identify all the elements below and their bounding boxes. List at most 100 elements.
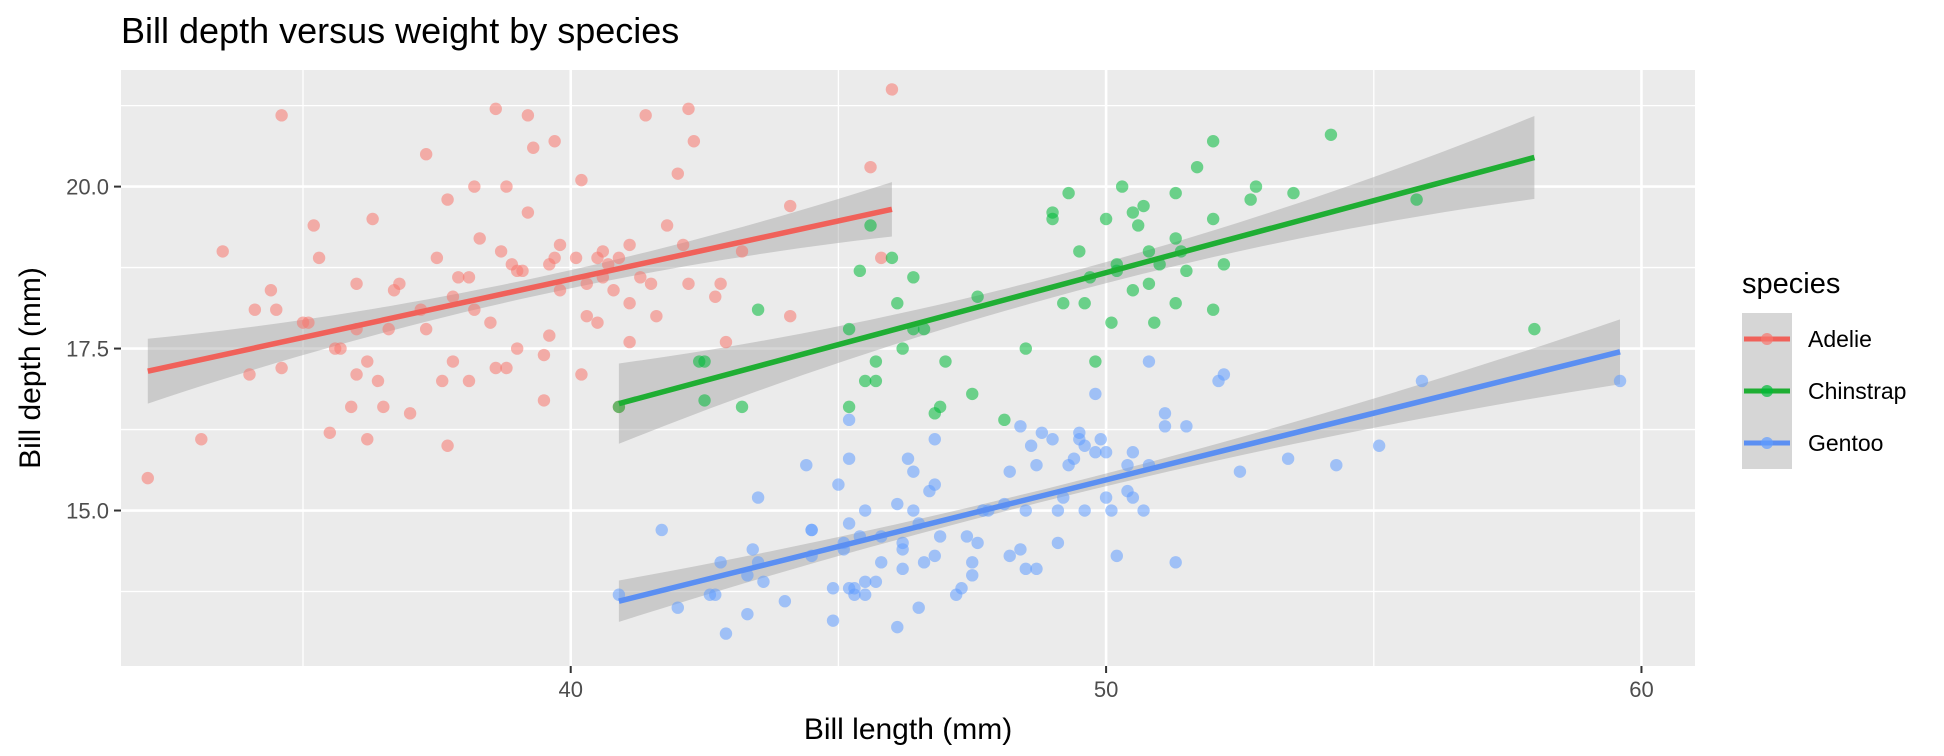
point-chinstrap [1206,212,1220,226]
point-adelie [644,277,658,290]
point-adelie [371,374,385,388]
point-adelie [500,361,513,375]
point-adelie [430,251,444,265]
point-gentoo [1169,556,1182,569]
fit-line-chinstrap [618,154,1536,407]
point-adelie [345,400,358,414]
point-gentoo [751,491,765,504]
point-gentoo [1613,374,1627,388]
point-gentoo [907,465,920,478]
legend-key-point [1761,385,1773,397]
point-chinstrap [1528,322,1541,336]
point-adelie [484,316,497,329]
point-adelie [521,109,535,122]
point-gentoo [1014,420,1027,433]
point-chinstrap [907,271,920,284]
point-gentoo [875,556,888,569]
point-adelie [489,361,502,375]
point-adelie [350,277,363,290]
point-adelie [527,141,540,154]
point-gentoo [1003,465,1016,478]
point-gentoo [1415,374,1429,388]
point-gentoo [1281,452,1295,465]
point-adelie [784,309,797,323]
point-chinstrap [1062,186,1075,200]
point-chinstrap [698,355,711,368]
point-adelie [468,303,481,316]
point-gentoo [928,433,941,446]
confidence-band-gentoo [618,319,1620,622]
point-adelie [446,290,460,303]
point-adelie [553,284,567,297]
point-gentoo [858,504,872,517]
data-points [141,83,1627,640]
point-chinstrap [1099,212,1113,226]
point-gentoo [869,575,883,588]
point-adelie [302,316,315,329]
point-adelie [275,361,288,375]
point-gentoo [955,582,968,595]
point-gentoo [757,575,770,588]
point-chinstrap [1180,264,1193,278]
point-gentoo [1030,458,1043,472]
point-adelie [462,374,476,388]
point-adelie [676,238,690,252]
point-chinstrap [1169,186,1182,200]
point-chinstrap [1169,297,1182,310]
point-gentoo [1078,439,1091,452]
point-gentoo [1019,504,1032,517]
point-adelie [671,167,684,180]
point-adelie [682,102,695,116]
point-adelie [735,245,749,258]
point-adelie [393,277,406,290]
point-gentoo [1067,452,1081,465]
point-gentoo [1003,549,1016,563]
point-adelie [468,180,481,193]
point-gentoo [912,601,925,614]
point-gentoo [891,620,904,634]
point-adelie [350,368,363,381]
point-gentoo [907,504,920,517]
point-chinstrap [917,322,931,336]
point-gentoo [960,530,974,543]
point-gentoo [966,556,979,569]
point-adelie [270,303,283,316]
point-gentoo [805,523,818,537]
point-gentoo [719,627,733,640]
y-tick-label: 20.0 [66,175,109,200]
point-chinstrap [869,374,883,388]
point-adelie [243,368,256,381]
point-chinstrap [1046,206,1059,219]
point-adelie [377,400,390,414]
point-adelie [462,271,476,284]
legend-item-adelie: Adelie [1742,313,1872,365]
point-chinstrap [1073,245,1086,258]
point-chinstrap [1115,180,1129,193]
point-chinstrap [869,355,883,368]
point-gentoo [1372,439,1386,452]
grid-minor [121,70,1695,666]
point-gentoo [896,562,909,576]
legend-title: species [1742,268,1840,300]
point-gentoo [1099,446,1113,459]
point-gentoo [896,543,909,556]
point-gentoo [1158,407,1172,420]
point-adelie [623,335,636,349]
point-gentoo [1137,504,1150,517]
point-adelie [687,135,701,148]
point-adelie [516,264,529,278]
point-chinstrap [1126,284,1140,297]
point-chinstrap [1244,193,1257,206]
point-gentoo [858,575,872,588]
point-chinstrap [1057,297,1070,310]
point-gentoo [848,588,861,601]
point-adelie [575,368,588,381]
point-chinstrap [1410,193,1423,206]
point-gentoo [1099,491,1113,504]
fit-line-gentoo [618,349,1621,604]
point-gentoo [1089,387,1102,401]
point-gentoo [709,588,722,601]
point-adelie [623,297,636,310]
point-chinstrap [1169,232,1182,245]
point-gentoo [1089,446,1102,459]
